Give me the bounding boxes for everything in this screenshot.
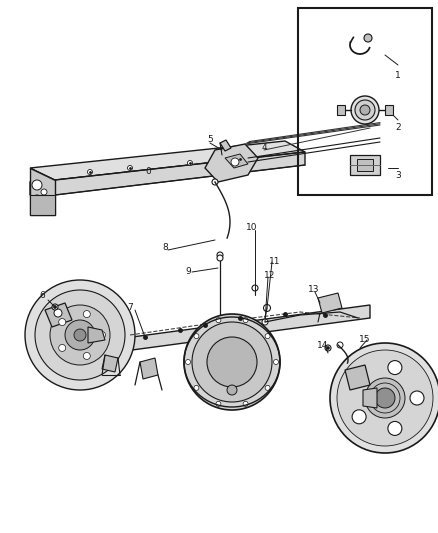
Circle shape [352,410,366,424]
Bar [298,8,432,195]
Circle shape [217,255,223,261]
Circle shape [41,189,47,195]
Text: 15: 15 [359,335,371,344]
Text: 10: 10 [246,223,258,232]
Polygon shape [385,105,393,115]
Circle shape [330,343,438,453]
Circle shape [388,360,402,375]
Circle shape [194,385,199,390]
Circle shape [217,252,223,258]
Circle shape [410,391,424,405]
Circle shape [325,345,331,351]
Text: 7: 7 [127,303,133,312]
Polygon shape [30,195,55,215]
Circle shape [187,160,192,166]
Text: 0: 0 [145,167,151,176]
Text: 8: 8 [162,244,168,253]
Circle shape [35,290,125,380]
Circle shape [360,105,370,115]
Circle shape [74,329,86,341]
Circle shape [337,350,433,446]
Circle shape [262,319,268,325]
Circle shape [32,195,42,205]
Text: 2: 2 [395,124,401,133]
Polygon shape [30,152,305,195]
Text: 14: 14 [317,341,328,350]
Circle shape [25,280,135,390]
Circle shape [184,314,280,410]
Circle shape [265,385,270,390]
Circle shape [216,318,221,322]
Polygon shape [88,327,105,343]
Circle shape [99,332,106,338]
Circle shape [83,352,90,359]
Circle shape [186,359,191,365]
Text: 6: 6 [39,292,45,301]
Text: 11: 11 [269,257,281,266]
Circle shape [83,311,90,318]
Circle shape [32,180,42,190]
Text: 3: 3 [395,171,401,180]
Polygon shape [345,365,370,390]
Circle shape [337,342,343,348]
Polygon shape [205,144,258,182]
Circle shape [65,320,95,350]
Text: 12: 12 [264,271,276,279]
Circle shape [231,158,239,166]
Circle shape [243,318,248,322]
Circle shape [243,401,248,406]
Text: 5: 5 [207,135,213,144]
Polygon shape [45,303,72,327]
Polygon shape [102,355,118,372]
Circle shape [375,388,395,408]
Circle shape [355,100,375,120]
Text: 9: 9 [185,268,191,277]
Circle shape [194,334,199,338]
Circle shape [127,166,133,171]
Polygon shape [140,358,158,379]
Polygon shape [363,388,377,408]
Circle shape [227,385,237,395]
Circle shape [53,305,57,309]
Circle shape [59,344,66,351]
Circle shape [59,319,66,326]
Circle shape [273,359,279,365]
Polygon shape [337,105,345,115]
Circle shape [212,179,218,185]
Circle shape [352,372,366,386]
Circle shape [265,334,270,338]
Circle shape [50,305,110,365]
Circle shape [237,157,243,161]
Circle shape [351,96,379,124]
Circle shape [192,322,272,402]
Circle shape [252,285,258,291]
Circle shape [388,422,402,435]
Circle shape [207,337,257,387]
Circle shape [364,34,372,42]
Circle shape [88,169,92,174]
Polygon shape [318,293,342,313]
Circle shape [52,304,58,310]
Polygon shape [95,305,370,355]
Circle shape [365,378,405,418]
Circle shape [326,346,329,350]
Circle shape [54,309,62,317]
Polygon shape [220,140,231,151]
Circle shape [264,304,271,311]
Polygon shape [225,154,248,168]
Polygon shape [357,159,373,171]
Polygon shape [30,141,305,180]
Text: 1: 1 [395,70,401,79]
Text: 13: 13 [308,286,320,295]
Polygon shape [30,168,55,215]
Circle shape [216,401,221,406]
Text: 4: 4 [261,142,267,151]
Polygon shape [350,155,380,175]
